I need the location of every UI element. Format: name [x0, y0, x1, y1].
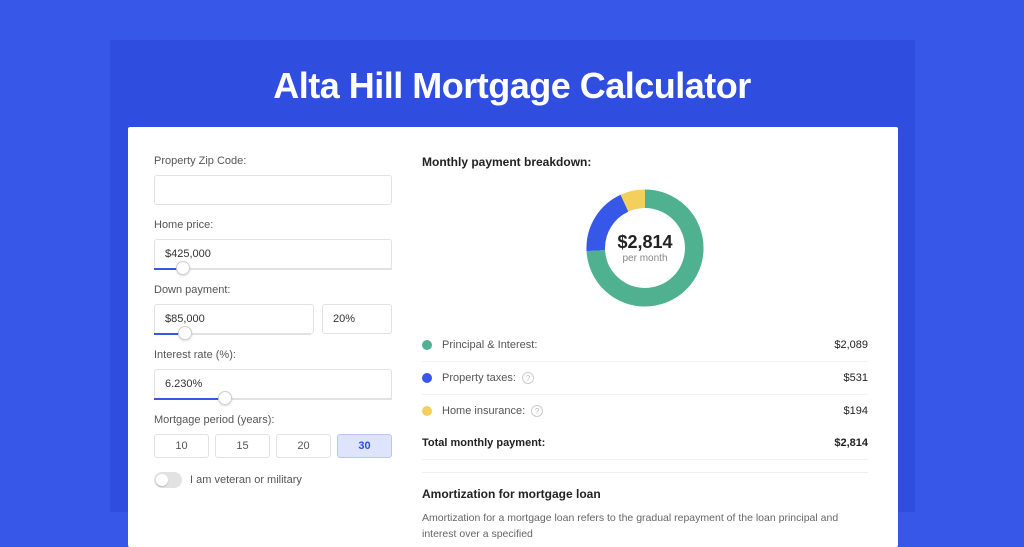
donut-center-amount: $2,814	[617, 232, 672, 253]
help-icon[interactable]: ?	[531, 405, 543, 417]
legend-row: Home insurance:? $194	[422, 395, 868, 427]
total-label: Total monthly payment:	[422, 437, 545, 449]
legend-label: Property taxes:?	[442, 372, 534, 384]
period-btn-15[interactable]: 15	[215, 434, 270, 458]
help-icon[interactable]: ?	[522, 372, 534, 384]
zip-label: Property Zip Code:	[154, 155, 392, 167]
slider-thumb[interactable]	[178, 326, 192, 340]
down-payment-slider[interactable]	[154, 333, 311, 335]
down-payment-pct-input[interactable]	[322, 304, 392, 334]
interest-rate-slider[interactable]	[154, 398, 392, 400]
legend-dot	[422, 340, 432, 350]
home-price-label: Home price:	[154, 219, 392, 231]
period-btn-30[interactable]: 30	[337, 434, 392, 458]
down-payment-field: Down payment:	[154, 284, 392, 335]
form-panel: Property Zip Code: Home price: Down paym…	[154, 155, 392, 543]
legend-dot	[422, 373, 432, 383]
amortization-title: Amortization for mortgage loan	[422, 487, 868, 501]
legend-label: Home insurance:?	[442, 405, 543, 417]
amortization-text: Amortization for a mortgage loan refers …	[422, 511, 868, 543]
down-payment-label: Down payment:	[154, 284, 392, 296]
legend-total-row: Total monthly payment: $2,814	[422, 427, 868, 460]
veteran-toggle[interactable]	[154, 472, 182, 488]
legend-value: $2,089	[834, 339, 868, 351]
interest-rate-input[interactable]	[154, 369, 392, 399]
home-price-field: Home price:	[154, 219, 392, 270]
zip-input[interactable]	[154, 175, 392, 205]
period-btn-10[interactable]: 10	[154, 434, 209, 458]
period-label: Mortgage period (years):	[154, 414, 392, 426]
total-value: $2,814	[834, 437, 868, 449]
period-field: Mortgage period (years): 10152030	[154, 414, 392, 458]
legend-value: $194	[844, 405, 868, 417]
interest-rate-field: Interest rate (%):	[154, 349, 392, 400]
legend-row: Principal & Interest: $2,089	[422, 329, 868, 362]
home-price-slider[interactable]	[154, 268, 392, 270]
legend-dot	[422, 406, 432, 416]
donut-center-sub: per month	[617, 253, 672, 264]
legend-value: $531	[844, 372, 868, 384]
breakdown-title: Monthly payment breakdown:	[422, 155, 868, 169]
divider	[422, 472, 868, 473]
home-price-input[interactable]	[154, 239, 392, 269]
slider-thumb[interactable]	[176, 261, 190, 275]
period-btn-20[interactable]: 20	[276, 434, 331, 458]
interest-rate-label: Interest rate (%):	[154, 349, 392, 361]
zip-field: Property Zip Code:	[154, 155, 392, 205]
page-title: Alta Hill Mortgage Calculator	[0, 65, 1024, 107]
legend-label: Principal & Interest:	[442, 339, 537, 351]
calculator-card: Property Zip Code: Home price: Down paym…	[128, 127, 898, 547]
legend-row: Property taxes:? $531	[422, 362, 868, 395]
veteran-row: I am veteran or military	[154, 472, 392, 488]
veteran-label: I am veteran or military	[190, 474, 302, 486]
results-panel: Monthly payment breakdown: $2,814 per mo…	[422, 155, 868, 543]
donut-chart: $2,814 per month	[422, 183, 868, 313]
slider-thumb[interactable]	[218, 391, 232, 405]
